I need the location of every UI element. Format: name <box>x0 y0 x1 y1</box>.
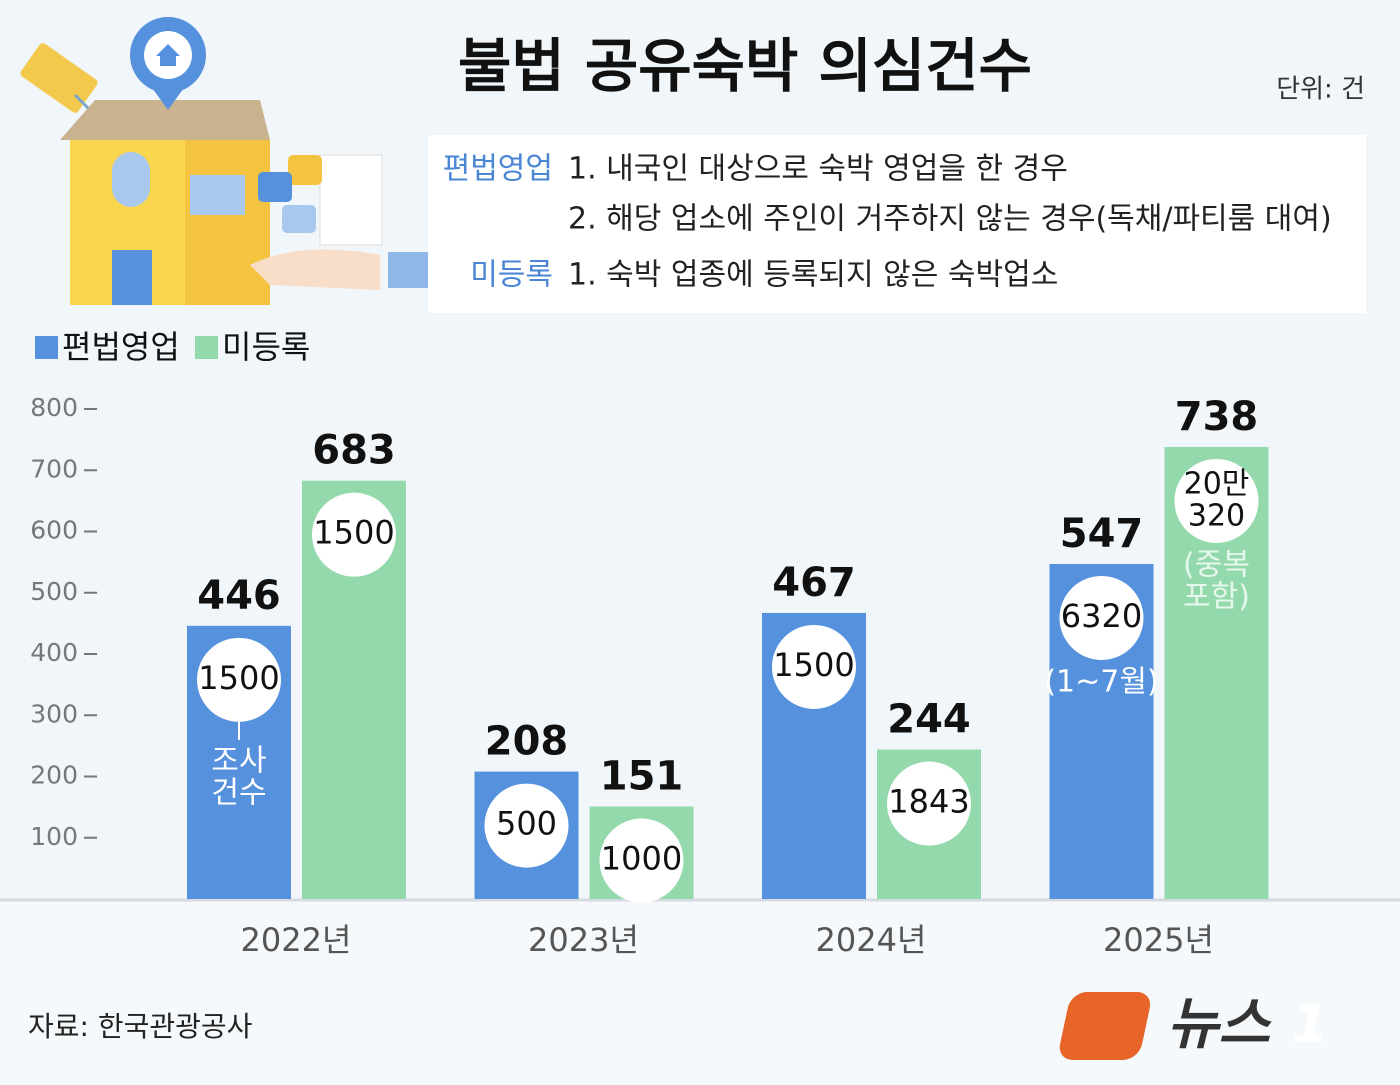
y-tick-label: 400 <box>30 638 78 667</box>
definition-term: 미등록 <box>470 258 553 293</box>
survey-label: 1500 <box>773 646 854 684</box>
value-label: 151 <box>600 754 684 800</box>
survey-label: 6320 <box>1061 597 1142 635</box>
survey-circle <box>772 624 856 709</box>
survey-label: 500 <box>496 805 557 843</box>
definition-item: 1. 내국인 대상으로 숙박 영업을 한 경우 <box>568 152 1068 187</box>
note: (중복 <box>1183 547 1250 582</box>
survey-circle <box>1174 458 1259 543</box>
legend: 편법영업 미등록 <box>35 328 310 366</box>
x-tick-label: 2022년 <box>241 921 352 959</box>
legend-label: 편법영업 <box>62 328 180 366</box>
survey-circle <box>887 761 971 846</box>
value-label: 446 <box>197 573 281 619</box>
value-label: 467 <box>772 560 856 606</box>
y-tick-label: 800 <box>30 393 78 422</box>
legend-label: 미등록 <box>222 328 310 366</box>
logo-number: 1 <box>1292 995 1328 1055</box>
plot: 100 200 300 400 500 600 700 800 2022년 446 1500 조사건수… <box>0 393 1400 959</box>
survey-label: 1500 <box>198 659 279 697</box>
y-tick-label: 200 <box>30 761 78 790</box>
legend-swatch <box>195 336 218 359</box>
title: 불법 공유숙박 의심건수 <box>458 32 1032 100</box>
logo: 뉴스 1 <box>1059 992 1328 1060</box>
definition-item: 2. 해당 업소에 주인이 거주하지 않는 경우(독채/파티룸 대여) <box>568 202 1332 237</box>
value-label: 244 <box>887 697 971 743</box>
value-label: 683 <box>312 428 396 474</box>
survey-circle <box>312 492 396 577</box>
x-tick-label: 2025년 <box>1103 921 1214 959</box>
survey-label: 1843 <box>888 783 969 821</box>
survey-label: 1000 <box>601 840 682 878</box>
survey-circle <box>599 818 684 903</box>
x-tick-label: 2023년 <box>528 921 639 959</box>
note: 건수 <box>211 775 266 810</box>
survey-circle <box>197 637 281 722</box>
value-label: 738 <box>1175 394 1259 440</box>
survey-circle <box>484 783 569 868</box>
value-label: 208 <box>485 719 569 765</box>
note: (1~7월) <box>1044 664 1158 699</box>
logo-text: 뉴스 <box>1167 992 1273 1057</box>
y-tick-label: 300 <box>30 699 78 728</box>
note: 조사 <box>211 743 266 778</box>
value-label: 547 <box>1060 511 1144 557</box>
survey-label: 320 <box>1188 498 1245 533</box>
note: 포함) <box>1183 579 1250 614</box>
definition-box <box>428 135 1366 313</box>
illustration <box>20 17 428 305</box>
footer-band <box>0 900 1400 1085</box>
y-tick-label: 500 <box>30 577 78 606</box>
y-tick-label: 100 <box>30 822 78 851</box>
definitions: 편법영업 1. 내국인 대상으로 숙박 영업을 한 경우 2. 해당 업소에 주인이… <box>443 152 1332 293</box>
survey-label: 1500 <box>313 514 394 552</box>
survey-label: 20만 <box>1184 466 1250 501</box>
survey-circle <box>1059 575 1144 660</box>
y-tick-label: 700 <box>30 454 78 483</box>
y-tick-label: 600 <box>30 516 78 545</box>
unit: 단위: 건 <box>1276 75 1365 105</box>
definition-item: 1. 숙박 업종에 등록되지 않은 숙박업소 <box>568 258 1058 293</box>
logo-box <box>1059 992 1151 1060</box>
source: 자료: 한국관광공사 <box>28 1010 252 1043</box>
definition-term: 편법영업 <box>443 152 553 187</box>
legend-swatch <box>35 336 58 359</box>
x-tick-label: 2024년 <box>816 921 927 959</box>
